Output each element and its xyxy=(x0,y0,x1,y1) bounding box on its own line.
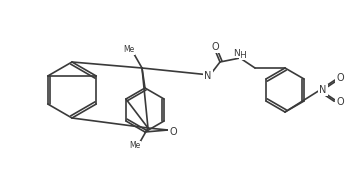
Text: H: H xyxy=(240,51,246,60)
Text: O: O xyxy=(336,97,344,107)
Text: O: O xyxy=(169,127,177,137)
Text: N: N xyxy=(234,48,240,57)
Text: N: N xyxy=(204,71,212,81)
Text: O: O xyxy=(211,42,219,52)
Text: N: N xyxy=(319,85,327,95)
Text: Me: Me xyxy=(123,45,135,54)
Text: O: O xyxy=(336,73,344,83)
Text: Me: Me xyxy=(129,142,141,151)
